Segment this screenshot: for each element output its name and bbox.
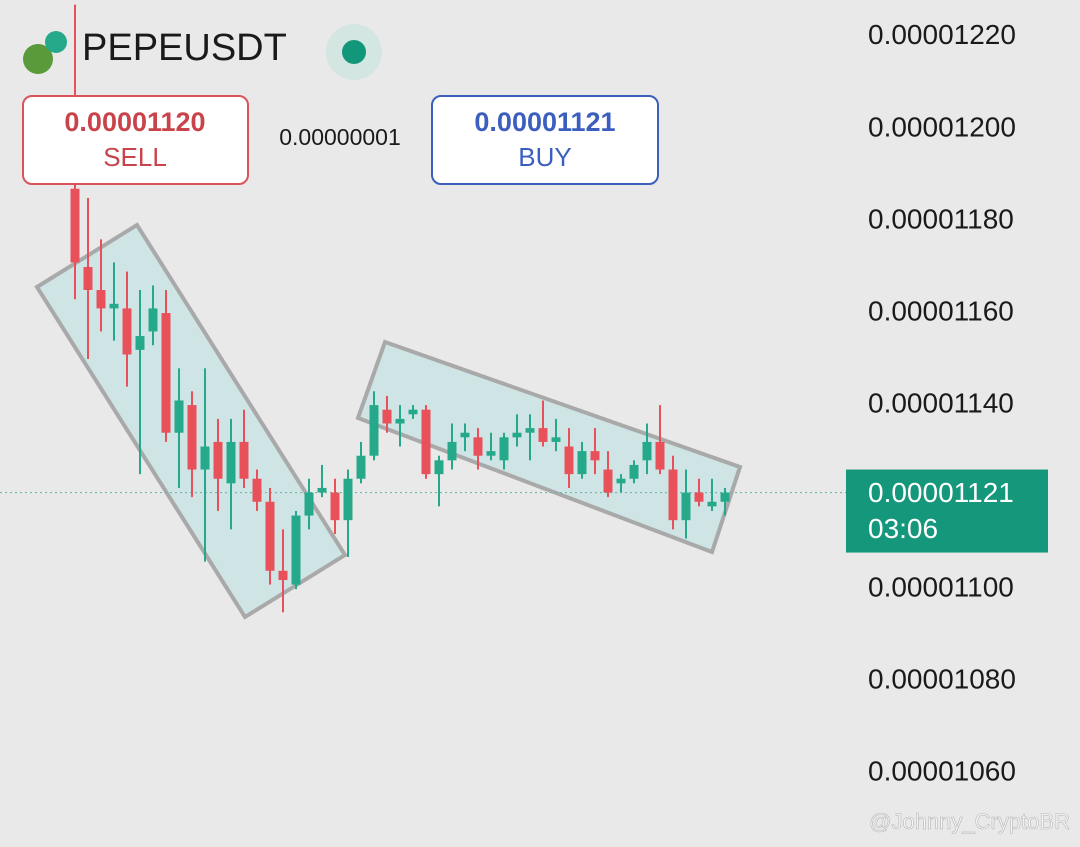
candle-body [473, 437, 483, 456]
candle-body [408, 409, 418, 415]
candle-body [590, 451, 600, 461]
candle-body [330, 492, 340, 521]
candle-body [213, 441, 223, 479]
candle-body [460, 432, 470, 438]
candle-body [694, 492, 704, 502]
price-axis: 0.00001220 0.00001200 0.00001180 0.00001160… [846, 19, 1048, 787]
y-tick-label: 0.00001200 [868, 111, 1016, 142]
candle-body [278, 570, 288, 581]
sell-price: 0.00001120 [64, 107, 205, 137]
quote-icon [45, 31, 67, 53]
candle-body [226, 441, 236, 484]
y-tick-label: 0.00001140 [868, 387, 1014, 418]
candle-body [291, 515, 301, 585]
candle-body [655, 441, 665, 470]
candle-body [382, 409, 392, 424]
spread: 0.00000001 [279, 124, 401, 150]
buy-label: BUY [518, 142, 571, 172]
y-tick-label: 0.00001080 [868, 664, 1016, 695]
candle-body [343, 478, 353, 521]
candle-body [395, 418, 405, 424]
symbol-title: PEPEUSDT [82, 27, 287, 69]
candle-body [629, 464, 639, 479]
candle-body [486, 451, 496, 456]
candle-body [109, 303, 119, 309]
candle-body [434, 460, 444, 475]
candle-body [668, 469, 678, 521]
candle-body [187, 405, 197, 470]
candle-body [135, 336, 145, 350]
y-tick-label: 0.00001100 [868, 572, 1014, 603]
status-dot [342, 40, 366, 64]
candle-body [148, 308, 158, 332]
candle-body [83, 266, 93, 291]
candle-body [421, 409, 431, 475]
coin-icon [23, 44, 53, 74]
candle-body [538, 428, 548, 442]
candle-body [122, 308, 132, 355]
candle-body [317, 487, 327, 493]
candle-body [564, 446, 574, 475]
candle-body [369, 405, 379, 456]
channel [355, 339, 743, 555]
candle-body [577, 451, 587, 475]
candle-body [616, 478, 626, 484]
candle-body [70, 188, 80, 263]
candle-body [161, 313, 171, 433]
candle-body [174, 400, 184, 433]
buy-price: 0.00001121 [474, 107, 615, 137]
candle-body [512, 432, 522, 438]
last-price-tag [846, 469, 1048, 553]
buy-button[interactable] [431, 95, 659, 185]
candle-body [642, 441, 652, 461]
candle-body [447, 441, 457, 461]
candle-body [356, 455, 366, 479]
candle-body [239, 441, 249, 479]
y-tick-label: 0.00001220 [868, 19, 1016, 50]
last-price-label: 0.00001121 [868, 477, 1014, 508]
candle-body [96, 290, 106, 309]
candle-body [681, 492, 691, 521]
candle-body [720, 492, 730, 502]
y-tick-label: 0.00001160 [868, 295, 1014, 326]
watermark: @Johnny_CryptoBR [869, 809, 1070, 834]
candle-body [603, 469, 613, 493]
candle-body [252, 478, 262, 502]
candle-body [265, 501, 275, 571]
sell-button[interactable] [22, 95, 249, 185]
candle-body [304, 492, 314, 516]
candle-body [499, 437, 509, 461]
sell-label: SELL [103, 142, 167, 172]
countdown: 03:06 [868, 513, 938, 544]
candle-body [707, 501, 717, 507]
y-tick-label: 0.00001180 [868, 203, 1014, 234]
candle-body [551, 437, 561, 442]
candle-body [525, 428, 535, 433]
candle-body [200, 446, 210, 470]
y-tick-label: 0.00001060 [868, 756, 1016, 787]
plot [0, 4, 846, 613]
